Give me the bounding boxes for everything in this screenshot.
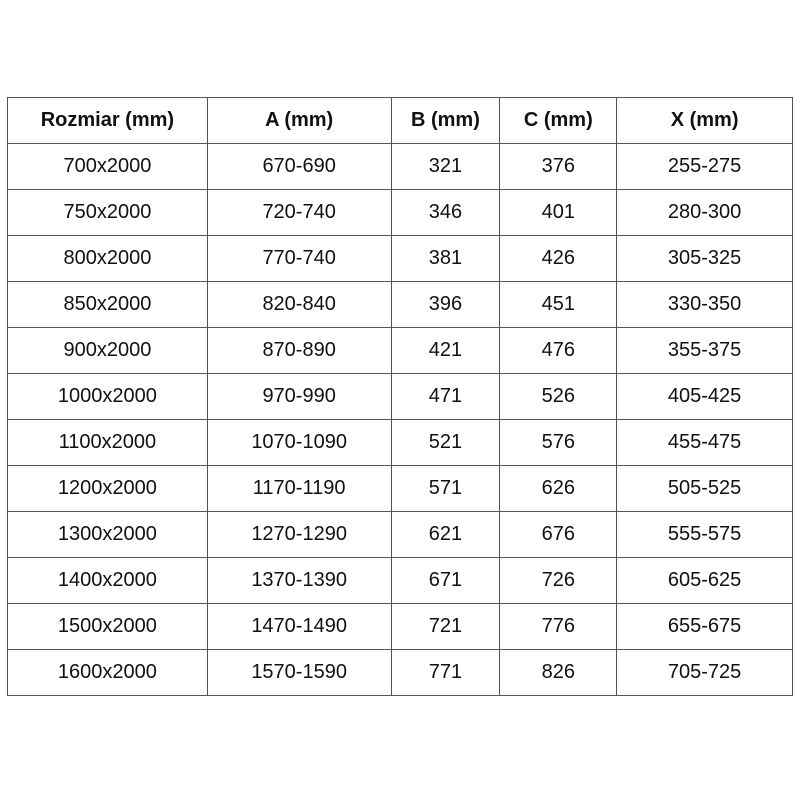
table-cell: 255-275: [616, 143, 793, 190]
table-cell: 1000x2000: [7, 373, 208, 420]
table-row: 1000x2000 970-990 471 526 405-425: [7, 373, 793, 420]
table-cell: 346: [390, 189, 501, 236]
table-cell: 381: [390, 235, 501, 282]
table-row: 1600x2000 1570-1590 771 826 705-725: [7, 649, 793, 696]
table-cell: 330-350: [616, 281, 793, 328]
table-cell: 770-740: [206, 235, 392, 282]
table-row: 1200x2000 1170-1190 571 626 505-525: [7, 465, 793, 512]
table-cell: 1070-1090: [206, 419, 392, 466]
table-cell: 426: [499, 235, 618, 282]
table-row: 1400x2000 1370-1390 671 726 605-625: [7, 557, 793, 604]
table-cell: 826: [499, 649, 618, 696]
table-row: 1500x2000 1470-1490 721 776 655-675: [7, 603, 793, 650]
table-row: 800x2000 770-740 381 426 305-325: [7, 235, 793, 282]
table-cell: 671: [390, 557, 501, 604]
column-header: Rozmiar (mm): [7, 97, 208, 144]
table-cell: 750x2000: [7, 189, 208, 236]
table-cell: 476: [499, 327, 618, 374]
table-cell: 626: [499, 465, 618, 512]
table-cell: 405-425: [616, 373, 793, 420]
table-row: 1100x2000 1070-1090 521 576 455-475: [7, 419, 793, 466]
dimensions-table: Rozmiar (mm) A (mm) B (mm) C (mm) X (mm) 700…: [7, 97, 793, 696]
table-cell: 280-300: [616, 189, 793, 236]
table-cell: 576: [499, 419, 618, 466]
table-row: 850x2000 820-840 396 451 330-350: [7, 281, 793, 328]
table-cell: 1400x2000: [7, 557, 208, 604]
table-cell: 1370-1390: [206, 557, 392, 604]
table-cell: 455-475: [616, 419, 793, 466]
table-cell: 401: [499, 189, 618, 236]
table-cell: 900x2000: [7, 327, 208, 374]
table-cell: 1100x2000: [7, 419, 208, 466]
table-cell: 505-525: [616, 465, 793, 512]
table-cell: 305-325: [616, 235, 793, 282]
table-cell: 1500x2000: [7, 603, 208, 650]
table-cell: 1600x2000: [7, 649, 208, 696]
table-cell: 850x2000: [7, 281, 208, 328]
table-cell: 771: [390, 649, 501, 696]
table-cell: 1200x2000: [7, 465, 208, 512]
table-cell: 421: [390, 327, 501, 374]
table-cell: 1570-1590: [206, 649, 392, 696]
table-cell: 571: [390, 465, 501, 512]
table-cell: 1470-1490: [206, 603, 392, 650]
column-header: A (mm): [206, 97, 392, 144]
column-header: X (mm): [616, 97, 793, 144]
column-header: C (mm): [499, 97, 618, 144]
table-cell: 726: [499, 557, 618, 604]
table-cell: 471: [390, 373, 501, 420]
table-cell: 355-375: [616, 327, 793, 374]
table-cell: 526: [499, 373, 618, 420]
table-row: 700x2000 670-690 321 376 255-275: [7, 143, 793, 190]
table-cell: 800x2000: [7, 235, 208, 282]
table-cell: 676: [499, 511, 618, 558]
table-cell: 1300x2000: [7, 511, 208, 558]
table-cell: 705-725: [616, 649, 793, 696]
table-cell: 776: [499, 603, 618, 650]
table-cell: 1270-1290: [206, 511, 392, 558]
table-cell: 820-840: [206, 281, 392, 328]
table-cell: 870-890: [206, 327, 392, 374]
table-cell: 670-690: [206, 143, 392, 190]
table-cell: 376: [499, 143, 618, 190]
table-cell: 970-990: [206, 373, 392, 420]
table-cell: 605-625: [616, 557, 793, 604]
table-cell: 451: [499, 281, 618, 328]
header-row: Rozmiar (mm) A (mm) B (mm) C (mm) X (mm): [7, 97, 793, 144]
table-cell: 721: [390, 603, 501, 650]
table-row: 1300x2000 1270-1290 621 676 555-575: [7, 511, 793, 558]
table-row: 750x2000 720-740 346 401 280-300: [7, 189, 793, 236]
table-cell: 1170-1190: [206, 465, 392, 512]
table-cell: 655-675: [616, 603, 793, 650]
column-header: B (mm): [390, 97, 501, 144]
table-cell: 396: [390, 281, 501, 328]
table-cell: 521: [390, 419, 501, 466]
table-cell: 621: [390, 511, 501, 558]
table-cell: 720-740: [206, 189, 392, 236]
table-cell: 700x2000: [7, 143, 208, 190]
table-cell: 555-575: [616, 511, 793, 558]
table-cell: 321: [390, 143, 501, 190]
table-row: 900x2000 870-890 421 476 355-375: [7, 327, 793, 374]
